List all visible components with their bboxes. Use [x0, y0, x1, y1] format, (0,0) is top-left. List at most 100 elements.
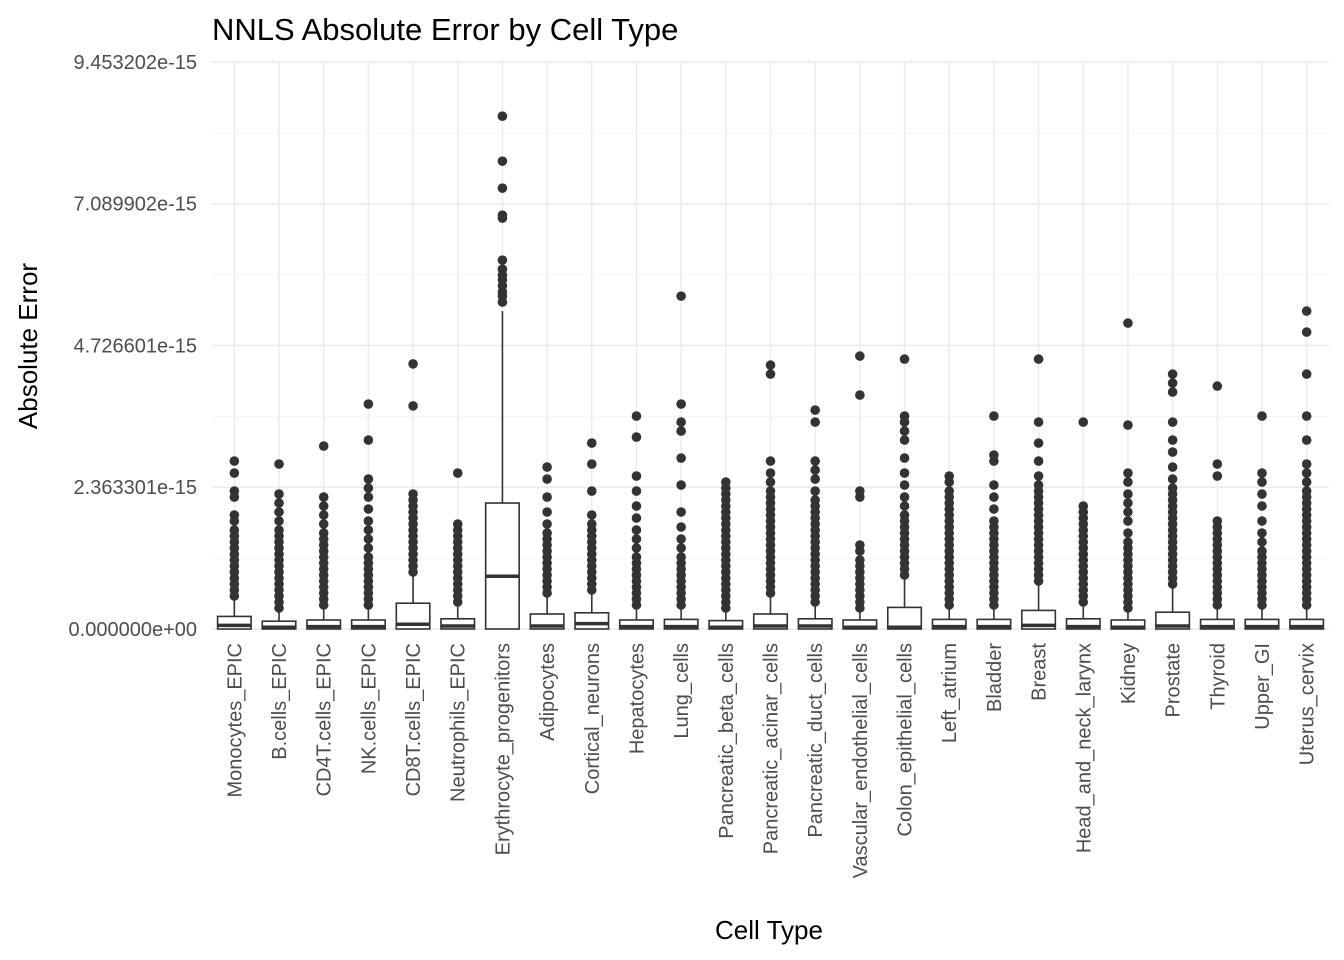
outlier-point — [631, 525, 642, 535]
outlier-point — [363, 492, 374, 502]
box-iqr — [306, 619, 342, 630]
outlier-point — [1301, 468, 1312, 478]
outlier-point — [810, 405, 820, 415]
outlier-point — [1167, 435, 1178, 445]
x-tick-label: Breast — [1029, 643, 1051, 701]
outlier-point — [229, 468, 240, 478]
box-group — [1021, 354, 1057, 630]
outlier-point — [1301, 459, 1312, 469]
outlier-point — [1033, 417, 1044, 427]
outlier-point — [318, 441, 329, 451]
outlier-point — [1167, 387, 1178, 397]
box-iqr — [440, 618, 476, 630]
outlier-point — [899, 426, 910, 436]
outlier-point — [989, 411, 999, 421]
outlier-point — [1257, 546, 1267, 556]
outlier-point — [1123, 528, 1133, 538]
outlier-point — [899, 453, 910, 463]
x-tick-label: Pancreatic_acinar_cells — [761, 643, 783, 854]
box-group — [216, 456, 252, 630]
y-tick-label: 4.726601e-15 — [74, 336, 197, 358]
outlier-point — [1212, 516, 1223, 526]
outlier-point — [363, 543, 374, 553]
outlier-point — [899, 492, 910, 502]
box-iqr — [618, 619, 655, 630]
outlier-point — [765, 369, 776, 379]
box-group — [1110, 318, 1146, 630]
outlier-point — [1257, 516, 1267, 526]
outlier-point — [899, 468, 910, 478]
box-group — [708, 477, 744, 630]
box-group — [484, 111, 520, 630]
outlier-point — [363, 483, 374, 493]
x-tick-label: Colon_epithelial_cells — [895, 643, 917, 836]
outlier-point — [676, 426, 686, 436]
outlier-point — [899, 411, 910, 421]
outlier-point — [676, 480, 686, 490]
box-group — [350, 399, 386, 630]
outlier-point — [1167, 462, 1178, 472]
outlier-point — [408, 489, 418, 499]
box-group — [306, 441, 342, 630]
outlier-point — [363, 435, 374, 445]
outlier-point — [274, 489, 284, 499]
outlier-point — [1257, 468, 1267, 478]
outlier-point — [274, 459, 284, 469]
outlier-point — [452, 519, 463, 529]
outlier-point — [899, 480, 910, 490]
x-tick-label: Left_atrium — [939, 643, 961, 743]
outlier-point — [542, 474, 552, 484]
outlier-point — [542, 462, 552, 472]
outlier-point — [1301, 306, 1312, 316]
outlier-point — [229, 456, 240, 466]
y-tick-label: 0.000000e+00 — [69, 619, 197, 641]
x-tick-label: Prostate — [1163, 643, 1185, 717]
outlier-point — [497, 111, 508, 121]
x-tick-label: Thyroid — [1207, 643, 1229, 710]
outlier-point — [318, 510, 329, 520]
outlier-point — [899, 510, 910, 520]
outlier-point — [765, 468, 776, 478]
y-tick-label: 9.453202e-15 — [74, 52, 197, 74]
x-tick-label: CD8T.cells_EPIC — [403, 643, 425, 796]
outlier-point — [1257, 477, 1267, 487]
outlier-point — [676, 453, 686, 463]
outlier-point — [631, 432, 642, 442]
box-iqr — [797, 618, 833, 630]
box-group — [886, 354, 923, 630]
x-tick-label: NK.cells_EPIC — [358, 643, 380, 774]
outlier-point — [497, 210, 508, 220]
outlier-point — [631, 534, 642, 544]
box-iqr — [1199, 618, 1235, 630]
x-tick-label: Kidney — [1118, 643, 1140, 704]
x-tick-label: Cortical_neurons — [582, 643, 604, 794]
box-iqr — [574, 612, 610, 630]
chart-title: NNLS Absolute Error by Cell Type — [212, 12, 678, 47]
outlier-point — [1301, 411, 1312, 421]
box-group — [1065, 417, 1101, 630]
box-group — [618, 411, 655, 630]
outlier-point — [363, 552, 374, 562]
outlier-point — [989, 516, 999, 526]
outlier-point — [765, 486, 776, 496]
outlier-point — [1301, 435, 1312, 445]
outlier-point — [408, 359, 418, 369]
outlier-point — [631, 513, 642, 523]
outlier-point — [318, 501, 329, 511]
outlier-point — [721, 477, 731, 487]
outlier-point — [1123, 477, 1133, 487]
box-iqr — [842, 619, 878, 630]
outlier-point — [318, 492, 329, 502]
x-tick-label: Vascular_endothelial_cells — [850, 643, 872, 878]
outlier-point — [855, 351, 865, 361]
outlier-point — [363, 516, 374, 526]
outlier-point — [989, 504, 999, 514]
outlier-point — [1301, 369, 1312, 379]
outlier-point — [1167, 417, 1178, 427]
x-tick-label: Neutrophils_EPIC — [448, 643, 470, 802]
outlier-point — [586, 510, 597, 520]
outlier-point — [676, 399, 686, 409]
outlier-point — [631, 501, 642, 511]
x-tick-label: Upper_GI — [1252, 643, 1274, 730]
outlier-point — [1257, 489, 1267, 499]
